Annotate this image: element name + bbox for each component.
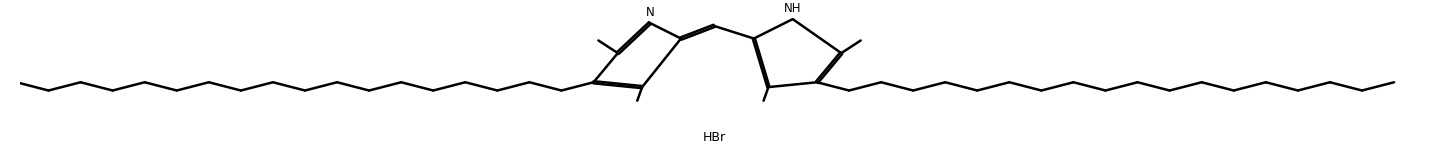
- Text: HBr: HBr: [703, 131, 726, 144]
- Text: N: N: [646, 6, 654, 19]
- Text: NH: NH: [785, 2, 802, 15]
